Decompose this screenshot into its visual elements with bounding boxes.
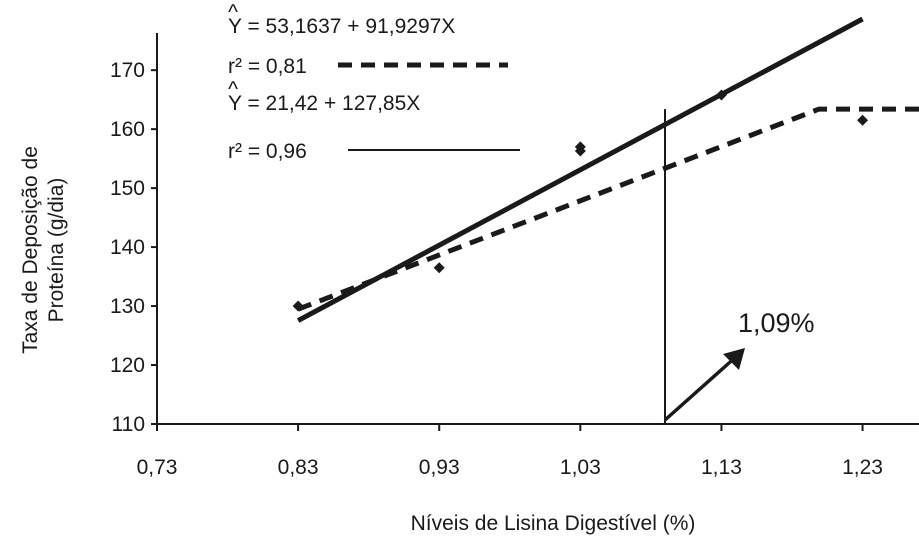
y-tick-label: 170 <box>110 59 145 82</box>
x-tick-label: 0,73 <box>137 456 178 479</box>
equation-1-hat: ^ <box>228 1 238 24</box>
y-tick-label: 130 <box>110 295 145 318</box>
x-tick-label: 0,83 <box>278 456 319 479</box>
data-points <box>292 89 869 312</box>
y-tick-label: 150 <box>110 177 145 200</box>
data-point <box>574 145 586 157</box>
x-tick-label: 1,13 <box>701 456 742 479</box>
data-point <box>433 262 445 274</box>
breakpoint-label: 1,09% <box>738 308 815 338</box>
x-tick-label: 0,93 <box>419 456 460 479</box>
equation-1: Y = 53,1637 + 91,9297X <box>228 15 455 38</box>
y-axis-label-line1: Taxa de Deposição de <box>19 146 42 354</box>
linear-regression-line <box>296 16 864 323</box>
breakpoint-arrow-head <box>723 348 745 370</box>
linear-plateau-line <box>297 106 919 312</box>
x-tick-label: 1,23 <box>842 456 883 479</box>
r2-label-2: r² = 0,96 <box>228 140 307 163</box>
data-point <box>292 300 304 312</box>
axes: 110 120 130 140 150 160 170 0,73 0,83 0,93 1,03 1,1… <box>110 33 919 479</box>
annotations <box>663 109 745 424</box>
equation-2-hat: ^ <box>228 78 238 101</box>
x-axis-label: Níveis de Lisina Digestível (%) <box>411 512 696 535</box>
y-tick-label: 110 <box>112 413 145 436</box>
y-tick-label: 140 <box>110 236 145 259</box>
r2-label-1: r² = 0,81 <box>228 55 307 78</box>
x-tick-label: 1,03 <box>560 456 601 479</box>
equation-2: Y = 21,42 + 127,85X <box>228 92 420 115</box>
y-tick-label: 120 <box>110 354 145 377</box>
data-point <box>715 89 727 101</box>
y-tick-label: 160 <box>110 118 145 141</box>
regression-lines <box>296 16 919 323</box>
y-axis-label-line2: Proteína (g/dia) <box>45 178 68 323</box>
breakpoint-arrow-shaft <box>663 353 740 422</box>
data-point <box>857 114 869 126</box>
